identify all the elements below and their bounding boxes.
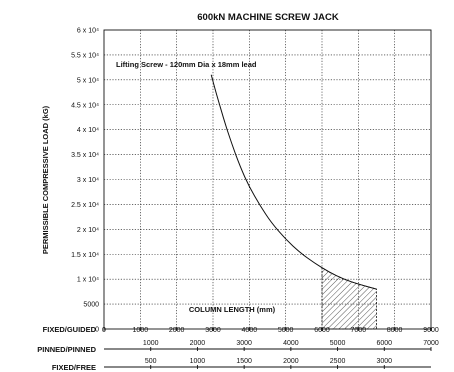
- scale-tick-label: 4000: [283, 340, 299, 347]
- scale-tick-label: 7000: [351, 327, 367, 334]
- scale-tick-label: 1000: [133, 327, 149, 334]
- scale-tick-label: 1500: [236, 358, 252, 365]
- scale-tick-label: 4000: [242, 327, 258, 334]
- scale-name: FIXED/FREE: [52, 363, 96, 372]
- scale-tick-label: 6000: [376, 340, 392, 347]
- y-tick-labels: 0 5000 1 x 10⁴ 1.5 x 10⁴ 2 x 10⁴ 2.5 x 10⁴ 3 x…: [71, 28, 99, 334]
- chart-title: 600kN MACHINE SCREW JACK: [197, 12, 339, 23]
- y-tick-label: 3.5 x 10⁴: [71, 152, 99, 159]
- y-tick-label: 0: [95, 327, 99, 334]
- y-tick-label: 4 x 10⁴: [77, 127, 99, 134]
- y-tick-label: 5.5 x 10⁴: [71, 52, 99, 59]
- y-tick-label: 5000: [83, 302, 99, 309]
- scale-tick-label: 7000: [423, 340, 439, 347]
- scale-name: FIXED/GUIDED: [43, 325, 97, 334]
- y-tick-label: 1 x 10⁴: [77, 277, 99, 284]
- scale-tick-label: 500: [145, 358, 157, 365]
- length-scales: FIXED/GUIDED 0 1000 2000 3000 4000 5000 6000 700…: [37, 325, 439, 372]
- y-tick-label: 1.5 x 10⁴: [71, 252, 99, 259]
- scale-tick-label: 3000: [376, 358, 392, 365]
- scale-tick-label: 5000: [278, 327, 294, 334]
- y-axis-label: PERMISSIBLE COMPRESSIVE LOAD (kG): [41, 105, 50, 254]
- scale-tick-label: 2000: [190, 340, 206, 347]
- y-tick-label: 2.5 x 10⁴: [71, 202, 99, 209]
- curve-annotation: Lifting Screw - 120mm Dia x 18mm lead: [116, 60, 257, 69]
- scale-tick-label: 0: [102, 327, 106, 334]
- scale-tick-label: 5000: [330, 340, 346, 347]
- load-curve: [210, 74, 377, 290]
- scale-tick-label: 2500: [330, 358, 346, 365]
- plot-frame: [103, 29, 432, 330]
- shaded-region: [321, 266, 377, 330]
- scale-name: PINNED/PINNED: [37, 345, 96, 354]
- scale-tick-label: 8000: [387, 327, 403, 334]
- y-tick-label: 6 x 10⁴: [77, 28, 99, 35]
- y-tick-label: 3 x 10⁴: [77, 177, 99, 184]
- y-tick-label: 5 x 10⁴: [77, 77, 99, 84]
- grid: [104, 30, 431, 329]
- scale-tick-label: 3000: [236, 340, 252, 347]
- y-tick-label: 4.5 x 10⁴: [71, 102, 99, 109]
- y-tick-label: 2 x 10⁴: [77, 227, 99, 234]
- x-axis-label: COLUMN LENGTH (mm): [189, 305, 276, 314]
- scale-tick-label: 9000: [423, 327, 439, 334]
- scale-tick-label: 1000: [190, 358, 206, 365]
- scale-tick-label: 6000: [314, 327, 330, 334]
- scale-tick-label: 3000: [205, 327, 221, 334]
- scale-tick-label: 1000: [143, 340, 159, 347]
- scale-tick-label: 2000: [169, 327, 185, 334]
- scale-tick-label: 2000: [283, 358, 299, 365]
